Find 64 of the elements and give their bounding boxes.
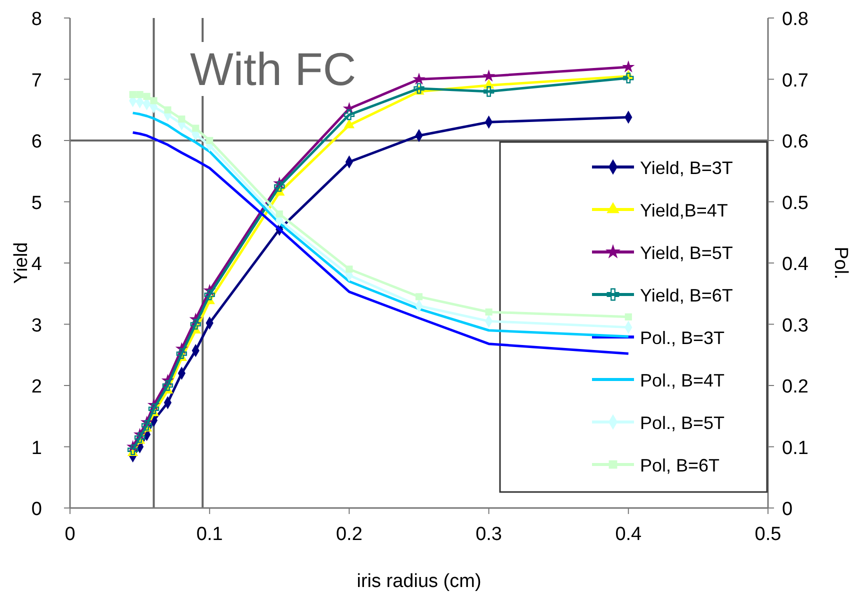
point (148, 403, 160, 414)
y-tick-label: 0 (31, 499, 42, 520)
point (192, 124, 200, 132)
x-tick-label: 0.1 (196, 524, 223, 545)
y2-tick-label: 0 (782, 499, 793, 520)
legend-label: Pol, B=6T (640, 456, 720, 476)
point (344, 118, 355, 128)
point (141, 420, 152, 431)
y2-tick-label: 0.4 (782, 254, 809, 275)
point (624, 313, 632, 320)
point (483, 86, 494, 97)
legend-label: Yield, B=3T (640, 158, 733, 178)
legend-label: Yield, B=5T (640, 243, 733, 263)
y2-tick-label: 0.8 (782, 9, 808, 30)
point (164, 106, 172, 114)
y-tick-label: 6 (31, 132, 42, 152)
legend-label: Pol., B=3T (640, 328, 725, 348)
point (623, 72, 634, 84)
text: With FC (190, 43, 356, 95)
y2-axis-title: Pol. (830, 246, 851, 280)
y-tick-label: 3 (31, 315, 42, 336)
point (150, 97, 158, 104)
point (178, 116, 186, 123)
point (190, 318, 201, 330)
point (129, 91, 136, 98)
point (344, 109, 355, 120)
y-tick-label: 4 (31, 254, 42, 275)
point (136, 91, 144, 98)
point (206, 136, 214, 144)
legend-label: Yield, B=6T (640, 286, 733, 306)
point (276, 210, 283, 218)
y-tick-label: 7 (31, 70, 42, 92)
point (127, 444, 138, 456)
point (346, 266, 353, 273)
x-tick-label: 0.3 (476, 524, 502, 545)
point (415, 293, 423, 300)
y-tick-label: 8 (31, 9, 42, 30)
y2-tick-label: 0.5 (782, 192, 808, 214)
y2-tick-label: 0.1 (782, 438, 808, 459)
point (622, 60, 635, 72)
point (485, 308, 492, 316)
point (162, 380, 174, 391)
legend-label: Yield,B=4T (640, 200, 728, 220)
point (204, 290, 215, 300)
y2-tick-label: 0.7 (782, 70, 808, 92)
x-tick-label: 0.4 (615, 524, 642, 545)
point (143, 92, 150, 100)
x-tick-label: 0.2 (336, 524, 362, 545)
x-tick-label: 0 (64, 524, 76, 545)
point (176, 348, 188, 359)
point (482, 70, 496, 82)
point (412, 72, 426, 85)
legend-label: Pol., B=5T (640, 413, 725, 433)
y2-tick-label: 0.3 (782, 315, 808, 336)
y-tick-label: 1 (31, 438, 42, 459)
y2-tick-label: 0.6 (782, 132, 808, 152)
point (274, 181, 285, 192)
x-tick-label: 0.5 (754, 524, 782, 545)
legend-label: Pol., B=4T (640, 370, 725, 390)
y2-tick-label: 0.2 (782, 376, 808, 398)
y-tick-label: 2 (31, 376, 42, 398)
y-axis-title: Yield (11, 242, 32, 284)
y-tick-label: 5 (31, 192, 42, 214)
x-axis-title: iris radius (cm) (356, 571, 482, 592)
